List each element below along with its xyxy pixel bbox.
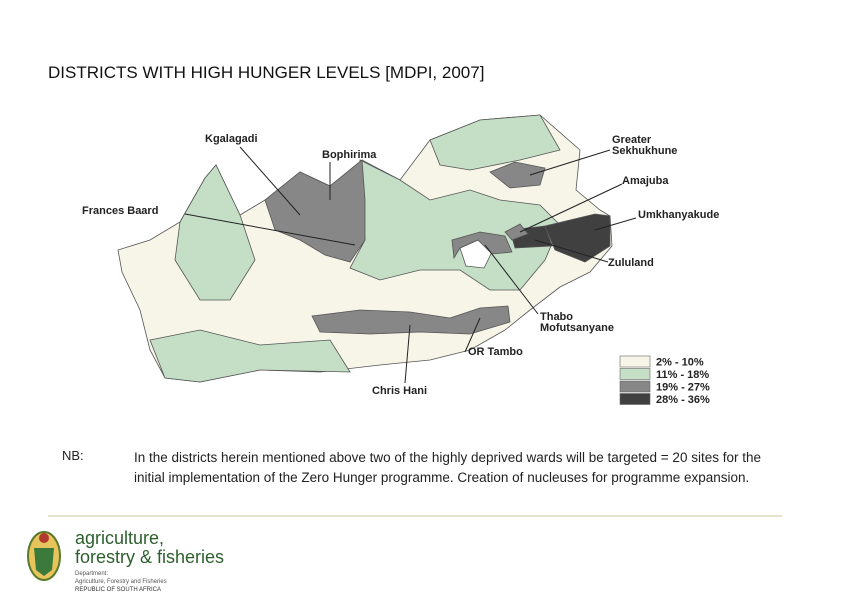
district-label: Kgalagadi (205, 133, 258, 145)
district-label: Frances Baard (82, 205, 158, 217)
legend-swatch (619, 393, 651, 405)
district-amajuba (504, 223, 529, 241)
leader-line (464, 317, 481, 353)
logo-line1: agriculture, (75, 528, 164, 548)
district-or-tambo-chris-hani (311, 305, 511, 335)
title: DISTRICTS WITH HIGH HUNGER LEVELS [MDPI,… (48, 63, 484, 82)
logo-emblem (27, 531, 61, 581)
district-sekhukhune (489, 161, 546, 189)
district-label: Sekhukhune (612, 145, 677, 157)
green-region (429, 114, 561, 171)
green-region (174, 164, 256, 301)
district-label: Greater (612, 134, 652, 146)
district-label: Umkhanyakude (638, 209, 719, 221)
note-label: NB: (62, 448, 84, 463)
leader-line (484, 244, 539, 315)
legend-swatch (619, 368, 651, 380)
district-umkhanyakude (544, 213, 611, 263)
logo-line2: forestry & fisheries (75, 547, 224, 567)
leader-line (519, 183, 623, 233)
legend-swatch (619, 355, 651, 368)
leader-line (184, 213, 356, 246)
legend-swatch (619, 380, 651, 393)
logo-country: REPUBLIC OF SOUTH AFRICA (75, 587, 161, 593)
district-kgalagadi-bophirima (264, 159, 366, 263)
leader-lines (184, 146, 637, 384)
district-label: Thabo (540, 311, 573, 323)
district-labels: Kgalagadi Bophirima Frances Baard GreaterSe… (82, 133, 719, 397)
logo-dept-name: Agriculture, Forestry and Fisheries (75, 579, 167, 585)
leader-line (534, 239, 609, 263)
district-label: OR Tambo (468, 346, 523, 358)
leader-line (529, 149, 611, 176)
leader-line (594, 217, 637, 231)
logo-dept: Department: (75, 571, 108, 577)
legend: 2% - 10%11% - 18%19% - 27%28% - 36% (619, 355, 710, 406)
district-label: Mofutsanyane (540, 322, 614, 334)
district-label: Zululand (608, 257, 654, 269)
legend-label: 19% - 27% (656, 382, 710, 394)
map (117, 114, 613, 383)
legend-label: 11% - 18% (656, 369, 709, 381)
legend-label: 2% - 10% (656, 357, 704, 369)
green-region (149, 329, 351, 383)
district-label: Chris Hani (372, 385, 427, 397)
district-label: Amajuba (622, 175, 669, 187)
district-label: Bophirima (322, 149, 377, 161)
leader-line (404, 324, 411, 384)
leader-line (239, 146, 301, 216)
note-text: In the districts herein mentioned above … (134, 450, 761, 485)
legend-label: 28% - 36% (656, 394, 710, 406)
